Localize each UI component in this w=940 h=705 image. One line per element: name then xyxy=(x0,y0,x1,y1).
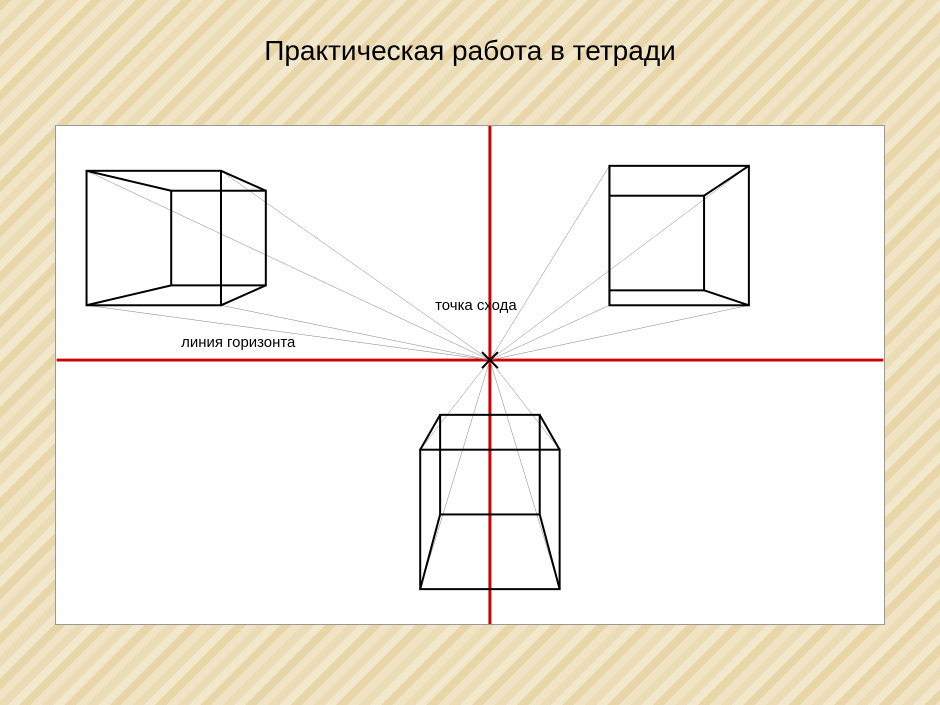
perspective-diagram: линия горизонта точка схода xyxy=(55,125,885,625)
vanishing-point-label: точка схода xyxy=(435,297,517,314)
cubes-group xyxy=(87,166,749,589)
page-title: Практическая работа в тетради xyxy=(264,35,676,67)
diagram-svg: линия горизонта точка схода xyxy=(56,126,884,624)
perspective-lines xyxy=(87,166,749,589)
horizon-label: линия горизонта xyxy=(181,334,296,351)
